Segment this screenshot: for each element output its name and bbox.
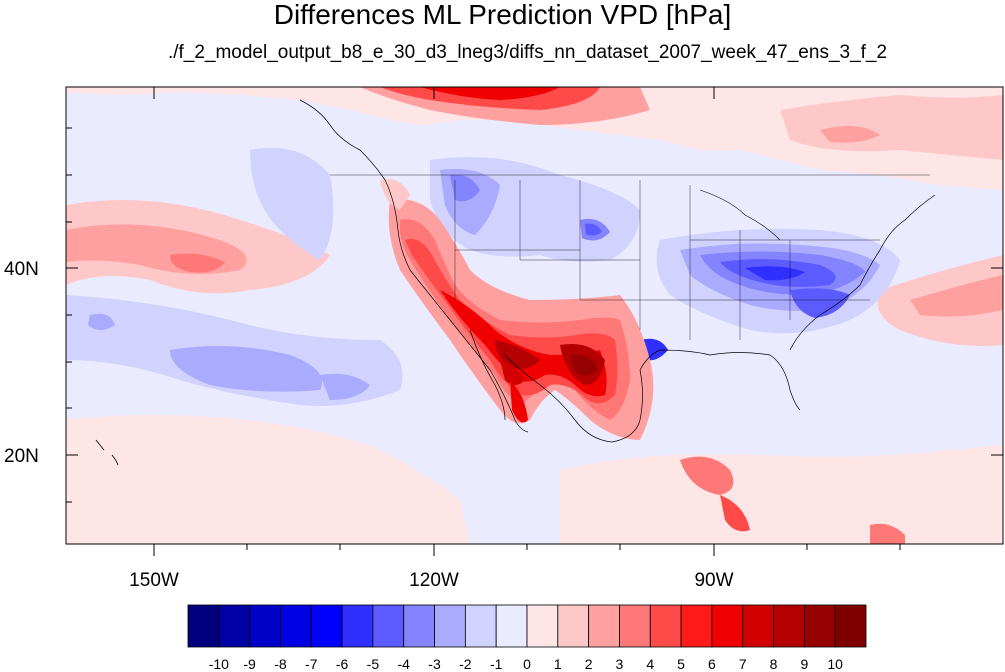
colorbar-swatch bbox=[834, 604, 867, 648]
colorbar-tick-label: -1 bbox=[489, 656, 503, 672]
colorbar-tick-label: 5 bbox=[677, 656, 685, 672]
colorbar-swatch bbox=[649, 604, 682, 648]
colorbar-swatch bbox=[803, 604, 836, 648]
positive-region-north bbox=[66, 87, 1003, 190]
map-subtitle: ./f_2_model_output_b8_e_30_d3_lneg3/diff… bbox=[167, 42, 888, 63]
colorbar-swatch bbox=[557, 604, 590, 648]
coastlines bbox=[95, 99, 936, 466]
colorbar-tick-label: -8 bbox=[274, 656, 287, 672]
colorbar-swatch bbox=[526, 604, 559, 648]
colorbar-tick-label: 6 bbox=[708, 656, 716, 672]
colorbar-tick-label: -3 bbox=[428, 656, 441, 672]
colorbar-swatch bbox=[280, 604, 312, 648]
colorbar-swatch bbox=[742, 604, 774, 648]
positive-southern-pacific bbox=[66, 415, 470, 544]
colorbar-swatch bbox=[218, 604, 251, 648]
colorbar-tick-label: 0 bbox=[523, 656, 531, 672]
colorbar-tick-label: -10 bbox=[208, 656, 229, 672]
map-title: Differences ML Prediction VPD [hPa] bbox=[273, 0, 732, 30]
negative-pacific-west bbox=[250, 147, 334, 260]
positive-caribbean bbox=[560, 445, 1003, 544]
colorbar bbox=[187, 604, 867, 648]
colorbar-swatch bbox=[711, 604, 744, 648]
colorbar-tick-label: 8 bbox=[769, 656, 778, 672]
colorbar-tick-label: 9 bbox=[800, 656, 809, 672]
colorbar-tick-label: -2 bbox=[459, 656, 472, 672]
colorbar-tick-label: -6 bbox=[335, 656, 349, 672]
colorbar-swatch bbox=[773, 604, 805, 648]
colorbar-swatch bbox=[310, 604, 343, 648]
colorbar-swatch bbox=[403, 604, 435, 648]
colorbar-tick-label: -5 bbox=[366, 656, 380, 672]
colorbar-tick-label: 3 bbox=[615, 656, 624, 672]
colorbar-tick-label: 7 bbox=[738, 656, 747, 672]
colorbar-swatch bbox=[464, 604, 497, 648]
axis-ticks bbox=[66, 87, 1003, 556]
colorbar-tick-label: -4 bbox=[397, 656, 410, 672]
lon-tick-label: 90W bbox=[694, 570, 734, 591]
colorbar-swatch bbox=[434, 604, 466, 648]
vpd-field bbox=[66, 87, 1003, 544]
colorbar-tick-label: 4 bbox=[646, 656, 655, 672]
colorbar-tick-label: 1 bbox=[553, 656, 562, 672]
colorbar-swatch bbox=[588, 604, 620, 648]
lon-tick-label: 150W bbox=[129, 570, 179, 591]
colorbar-swatch bbox=[249, 604, 281, 648]
colorbar-swatch bbox=[372, 604, 405, 648]
colorbar-swatch bbox=[495, 604, 528, 648]
lon-tick-label: 120W bbox=[409, 570, 459, 591]
lat-tick-label: 20N bbox=[4, 446, 39, 467]
lat-tick-label: 40N bbox=[4, 259, 39, 280]
colorbar-tick-label: 10 bbox=[827, 656, 843, 672]
colorbar-tick-label: -7 bbox=[305, 656, 318, 672]
colorbar-tick-label: 2 bbox=[584, 656, 593, 672]
colorbar-swatch bbox=[619, 604, 651, 648]
colorbar-swatch bbox=[680, 604, 713, 648]
colorbar-tick-label: -9 bbox=[243, 656, 256, 672]
colorbar-swatch bbox=[341, 604, 374, 648]
colorbar-swatch bbox=[187, 604, 220, 648]
